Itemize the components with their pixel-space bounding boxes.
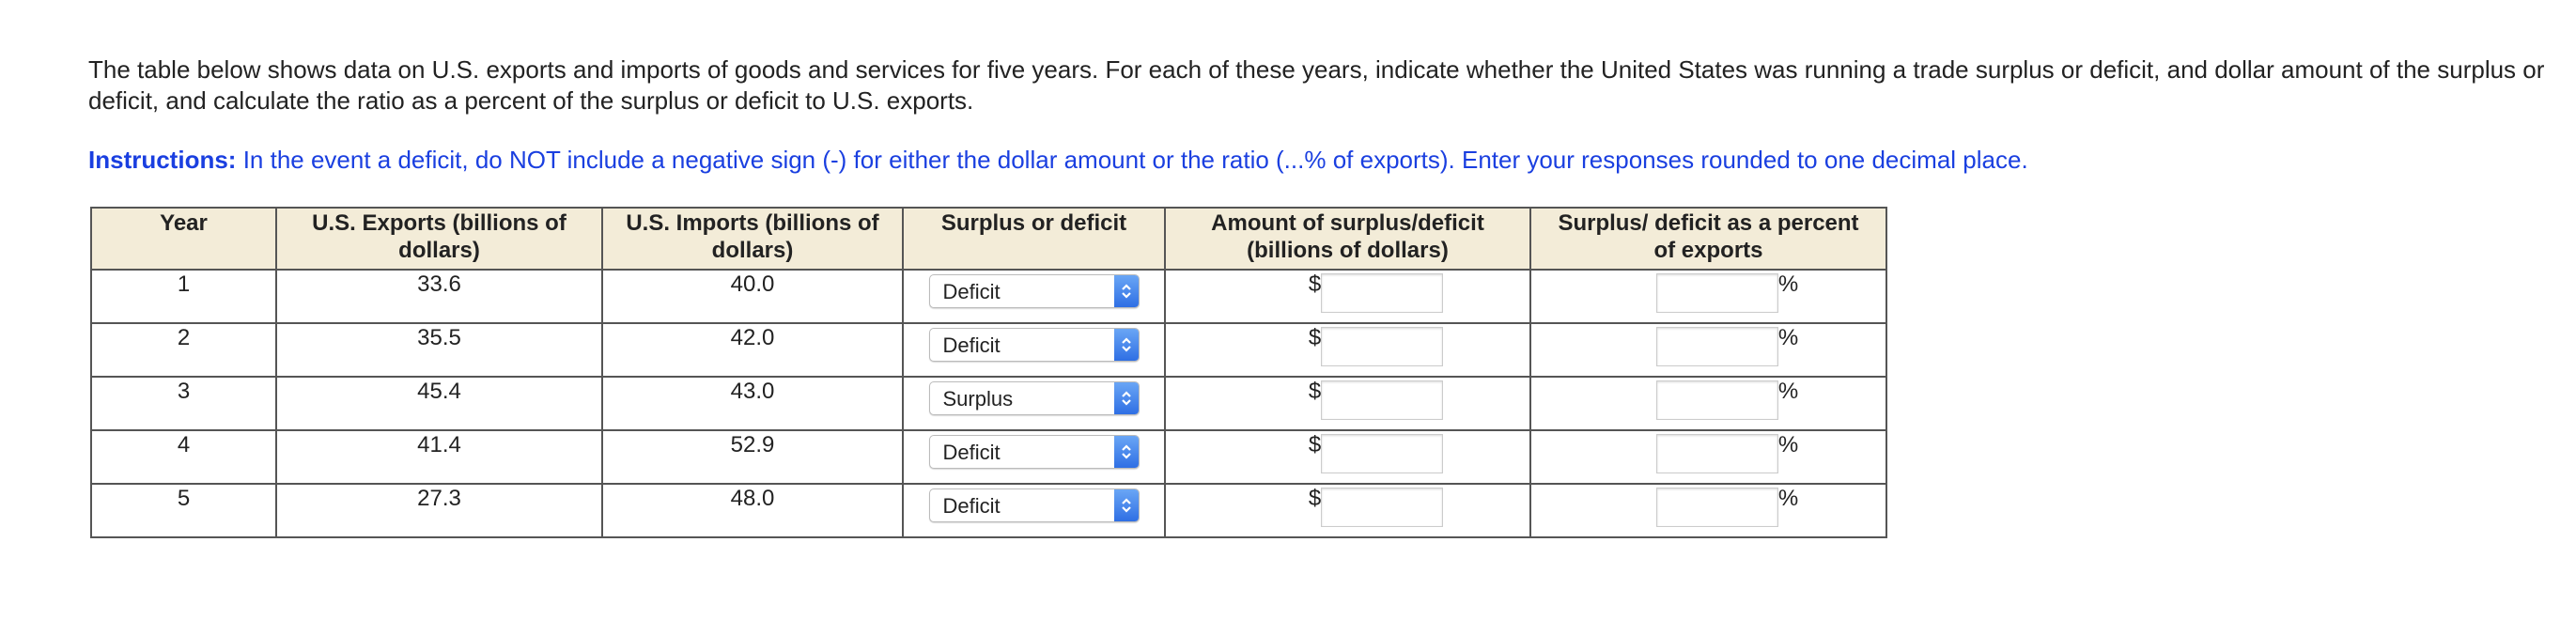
arrow-icon <box>1121 337 1131 352</box>
column-header: Surplus or deficit <box>902 207 1166 271</box>
percent-sign: % <box>1777 432 1799 457</box>
arrow-icon <box>1121 444 1131 459</box>
exports-cell: 33.6 <box>275 269 603 324</box>
select-value: Deficit <box>942 333 1001 357</box>
table-body: 1 33.6 40.0 Deficit $% 2 35.5 42.0 Deficit $% 3 45.… <box>90 269 1887 538</box>
column-header: Amount of surplus/deficit (billions of d… <box>1164 207 1531 271</box>
header-row: Year U.S. Exports (billions of dollars) U.… <box>90 207 1887 271</box>
year-cell: 2 <box>90 322 277 378</box>
exports-cell: 41.4 <box>275 429 603 485</box>
percent-sign: % <box>1777 379 1799 404</box>
surplus-deficit-select[interactable]: Deficit <box>928 274 1140 308</box>
surplus-deficit-cell: Deficit <box>902 269 1166 324</box>
select-arrow <box>1113 489 1139 521</box>
surplus-deficit-select[interactable]: Surplus <box>928 381 1140 415</box>
select-value: Deficit <box>942 494 1001 518</box>
surplus-deficit-cell: Surplus <box>902 376 1166 431</box>
dollar-sign: $ <box>1308 432 1322 457</box>
select-value: Deficit <box>942 280 1001 303</box>
percent-cell: % <box>1529 429 1887 485</box>
amount-cell: $ <box>1164 269 1531 324</box>
column-header: Surplus/ deficit as a percent of exports <box>1529 207 1887 271</box>
instructions-label: Instructions: <box>88 146 237 174</box>
amount-input[interactable] <box>1321 380 1444 420</box>
arrow-icon <box>1121 284 1131 299</box>
amount-input[interactable] <box>1321 327 1444 366</box>
select-arrow <box>1113 382 1139 414</box>
column-header: U.S. Imports (billions of dollars) <box>601 207 904 271</box>
select-arrow <box>1113 275 1139 307</box>
percent-cell: % <box>1529 322 1887 378</box>
exports-cell: 35.5 <box>275 322 603 378</box>
table-row: 2 35.5 42.0 Deficit $% <box>90 322 1887 378</box>
select-value: Surplus <box>942 387 1014 411</box>
year-cell: 3 <box>90 376 277 431</box>
amount-input[interactable] <box>1321 488 1444 527</box>
percent-input[interactable] <box>1655 488 1778 527</box>
table-row: 4 41.4 52.9 Deficit $% <box>90 429 1887 485</box>
year-cell: 4 <box>90 429 277 485</box>
percent-input[interactable] <box>1655 327 1778 366</box>
instructions: Instructions: In the event a deficit, do… <box>88 145 2531 176</box>
surplus-deficit-select[interactable]: Deficit <box>928 488 1140 522</box>
amount-cell: $ <box>1164 429 1531 485</box>
table-row: 3 45.4 43.0 Surplus $% <box>90 376 1887 431</box>
intro-text: The table below shows data on U.S. expor… <box>88 55 2545 115</box>
amount-cell: $ <box>1164 483 1531 538</box>
exports-cell: 27.3 <box>275 483 603 538</box>
year-cell: 1 <box>90 269 277 324</box>
imports-cell: 43.0 <box>601 376 904 431</box>
imports-cell: 42.0 <box>601 322 904 378</box>
percent-cell: % <box>1529 376 1887 431</box>
select-arrow <box>1113 436 1139 468</box>
surplus-deficit-cell: Deficit <box>902 429 1166 485</box>
dollar-sign: $ <box>1308 486 1322 511</box>
amount-input[interactable] <box>1321 434 1444 473</box>
year-cell: 5 <box>90 483 277 538</box>
surplus-deficit-select[interactable]: Deficit <box>928 435 1140 469</box>
data-table: Year U.S. Exports (billions of dollars) U.… <box>90 207 1887 538</box>
surplus-deficit-select[interactable]: Deficit <box>928 328 1140 362</box>
table-row: 5 27.3 48.0 Deficit $% <box>90 483 1887 538</box>
arrow-icon <box>1121 391 1131 406</box>
dollar-sign: $ <box>1308 325 1322 350</box>
select-value: Deficit <box>942 441 1001 464</box>
column-header: Year <box>90 207 277 271</box>
imports-cell: 40.0 <box>601 269 904 324</box>
select-arrow <box>1113 329 1139 361</box>
percent-sign: % <box>1777 486 1799 511</box>
table-row: 1 33.6 40.0 Deficit $% <box>90 269 1887 324</box>
amount-input[interactable] <box>1321 273 1444 313</box>
arrow-icon <box>1121 498 1131 513</box>
percent-cell: % <box>1529 269 1887 324</box>
column-header: U.S. Exports (billions of dollars) <box>275 207 603 271</box>
surplus-deficit-cell: Deficit <box>902 483 1166 538</box>
surplus-deficit-cell: Deficit <box>902 322 1166 378</box>
percent-sign: % <box>1777 325 1799 350</box>
percent-input[interactable] <box>1655 434 1778 473</box>
percent-input[interactable] <box>1655 273 1778 313</box>
instructions-text: In the event a deficit, do NOT include a… <box>242 146 2028 174</box>
exports-cell: 45.4 <box>275 376 603 431</box>
dollar-sign: $ <box>1308 379 1322 404</box>
imports-cell: 48.0 <box>601 483 904 538</box>
percent-input[interactable] <box>1655 380 1778 420</box>
percent-sign: % <box>1777 271 1799 297</box>
imports-cell: 52.9 <box>601 429 904 485</box>
amount-cell: $ <box>1164 322 1531 378</box>
amount-cell: $ <box>1164 376 1531 431</box>
percent-cell: % <box>1529 483 1887 538</box>
dollar-sign: $ <box>1308 271 1322 297</box>
